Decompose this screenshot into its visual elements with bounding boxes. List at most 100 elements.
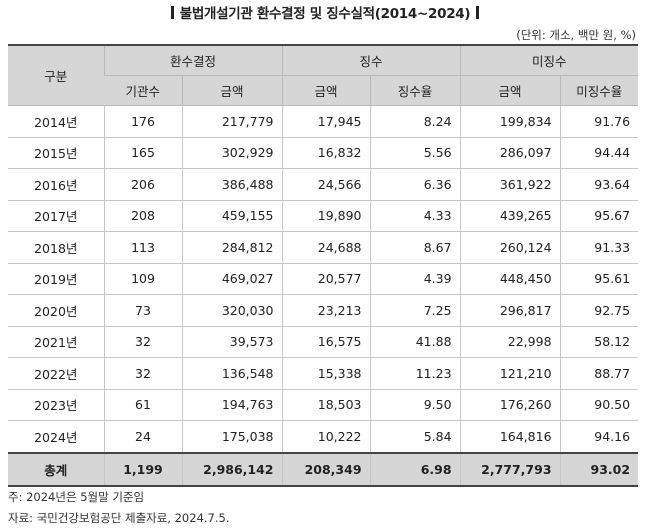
cell-year: 2015년 — [8, 137, 104, 169]
header-collection: 징수 — [281, 44, 461, 76]
cell-collection-rate: 6.98 — [369, 451, 461, 487]
cell-decision-amount: 386,488 — [181, 168, 283, 201]
cell-uncollected-amount: 361,922 — [459, 168, 561, 201]
cell-collection-rate: 4.33 — [369, 200, 461, 232]
cell-uncollected-amount: 260,124 — [459, 231, 561, 264]
cell-collection-rate: 11.23 — [369, 357, 461, 390]
cell-institutions: 208 — [103, 200, 182, 232]
subheader-uncollected-rate: 미징수율 — [559, 75, 639, 106]
table-row: 2024년 24 175,038 10,222 5.84 164,816 94.16 — [8, 420, 639, 453]
cell-collection-rate: 9.50 — [369, 389, 461, 421]
table-row: 2022년 32 136,548 15,338 11.23 121,210 88.77 — [8, 357, 639, 390]
cell-collection-amount: 208,349 — [281, 451, 371, 487]
cell-decision-amount: 459,155 — [181, 200, 283, 232]
cell-uncollected-rate: 88.77 — [559, 357, 639, 390]
cell-institutions: 61 — [103, 389, 182, 421]
cell-year: 총계 — [8, 451, 104, 487]
cell-institutions: 165 — [103, 137, 182, 169]
cell-collection-amount: 15,338 — [281, 357, 371, 390]
cell-institutions: 113 — [103, 231, 182, 264]
cell-year: 2023년 — [8, 389, 104, 421]
cell-uncollected-amount: 176,260 — [459, 389, 561, 421]
cell-collection-amount: 16,575 — [281, 326, 371, 358]
cell-uncollected-amount: 199,834 — [459, 105, 561, 138]
header-uncollected: 미징수 — [459, 44, 639, 76]
cell-collection-rate: 41.88 — [369, 326, 461, 358]
cell-decision-amount: 284,812 — [181, 231, 283, 264]
cell-decision-amount: 136,548 — [181, 357, 283, 390]
cell-year: 2020년 — [8, 294, 104, 327]
cell-uncollected-amount: 22,998 — [459, 326, 561, 358]
cell-collection-amount: 17,945 — [281, 105, 371, 138]
cell-uncollected-rate: 94.44 — [559, 137, 639, 169]
table-title: 불법개설기관 환수결정 및 징수실적(2014~2024) — [0, 2, 650, 22]
cell-uncollected-rate: 58.12 — [559, 326, 639, 358]
cell-uncollected-amount: 121,210 — [459, 357, 561, 390]
subheader-collection-rate: 징수율 — [369, 75, 461, 106]
cell-year: 2018년 — [8, 231, 104, 264]
cell-collection-rate: 5.56 — [369, 137, 461, 169]
cell-uncollected-rate: 91.33 — [559, 231, 639, 264]
cell-decision-amount: 175,038 — [181, 420, 283, 453]
cell-uncollected-rate: 90.50 — [559, 389, 639, 421]
cell-collection-rate: 8.67 — [369, 231, 461, 264]
title-bar-right — [476, 6, 480, 19]
total-row: 총계 1,199 2,986,142 208,349 6.98 2,777,793 93.0… — [8, 451, 639, 487]
subheader-uncollected-amount: 금액 — [459, 75, 561, 106]
table-row: 2019년 109 469,027 20,577 4.39 448,450 95.61 — [8, 263, 639, 295]
cell-uncollected-rate: 95.67 — [559, 200, 639, 232]
cell-decision-amount: 302,929 — [181, 137, 283, 169]
table-row: 2020년 73 320,030 23,213 7.25 296,817 92.75 — [8, 294, 639, 327]
cell-collection-amount: 20,577 — [281, 263, 371, 295]
subheader-collection-amount: 금액 — [281, 75, 371, 106]
source-note: 자료: 국민건강보험공단 제출자료, 2024.7.5. — [8, 511, 230, 525]
cell-uncollected-amount: 2,777,793 — [459, 451, 561, 487]
cell-institutions: 32 — [103, 357, 182, 390]
cell-decision-amount: 217,779 — [181, 105, 283, 138]
cell-uncollected-amount: 439,265 — [459, 200, 561, 232]
cell-uncollected-rate: 93.02 — [559, 451, 639, 487]
cell-uncollected-amount: 448,450 — [459, 263, 561, 295]
cell-collection-rate: 4.39 — [369, 263, 461, 295]
cell-uncollected-rate: 94.16 — [559, 420, 639, 453]
cell-institutions: 32 — [103, 326, 182, 358]
unit-label: (단위: 개소, 백만 원, %) — [516, 28, 636, 42]
header-decision: 환수결정 — [103, 44, 283, 76]
table-row: 2023년 61 194,763 18,503 9.50 176,260 90.50 — [8, 389, 639, 421]
cell-collection-amount: 19,890 — [281, 200, 371, 232]
cell-collection-rate: 8.24 — [369, 105, 461, 138]
cell-uncollected-amount: 296,817 — [459, 294, 561, 327]
cell-institutions: 1,199 — [103, 451, 182, 487]
cell-institutions: 24 — [103, 420, 182, 453]
table-row: 2018년 113 284,812 24,688 8.67 260,124 91.33 — [8, 231, 639, 264]
header-category: 구분 — [8, 44, 104, 106]
cell-collection-amount: 24,566 — [281, 168, 371, 201]
cell-institutions: 206 — [103, 168, 182, 201]
subheader-institutions: 기관수 — [104, 75, 182, 106]
cell-uncollected-rate: 95.61 — [559, 263, 639, 295]
data-table: 구분 환수결정 징수 미징수 기관수 금액 금액 징수율 금액 미징수율 201… — [8, 44, 639, 487]
cell-collection-rate: 7.25 — [369, 294, 461, 327]
footnote: 주: 2024년은 5월말 기준임 — [8, 490, 145, 504]
cell-year: 2019년 — [8, 263, 104, 295]
table-row: 2014년 176 217,779 17,945 8.24 199,834 91.76 — [8, 105, 639, 138]
cell-collection-amount: 23,213 — [281, 294, 371, 327]
cell-collection-rate: 6.36 — [369, 168, 461, 201]
cell-uncollected-rate: 92.75 — [559, 294, 639, 327]
cell-decision-amount: 39,573 — [181, 326, 283, 358]
cell-uncollected-rate: 93.64 — [559, 168, 639, 201]
cell-year: 2022년 — [8, 357, 104, 390]
cell-year: 2014년 — [8, 105, 104, 138]
cell-collection-amount: 18,503 — [281, 389, 371, 421]
title-bar-left — [170, 6, 174, 19]
cell-uncollected-rate: 91.76 — [559, 105, 639, 138]
table-row: 2017년 208 459,155 19,890 4.33 439,265 95.67 — [8, 200, 639, 232]
cell-year: 2017년 — [8, 200, 104, 232]
cell-institutions: 109 — [103, 263, 182, 295]
cell-decision-amount: 320,030 — [181, 294, 283, 327]
table-row: 2016년 206 386,488 24,566 6.36 361,922 93.64 — [8, 168, 639, 201]
cell-institutions: 73 — [103, 294, 182, 327]
cell-collection-amount: 24,688 — [281, 231, 371, 264]
cell-collection-amount: 16,832 — [281, 137, 371, 169]
cell-institutions: 176 — [103, 105, 182, 138]
